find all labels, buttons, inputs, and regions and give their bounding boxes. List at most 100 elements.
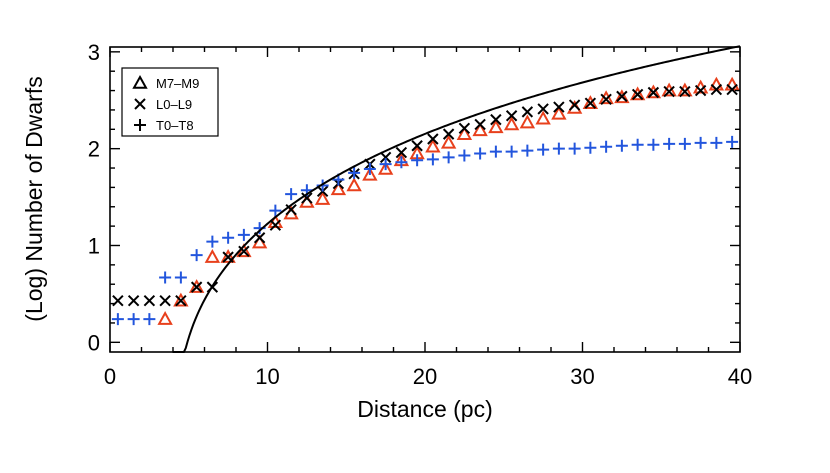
point-plus-29 [568, 142, 581, 155]
point-triangle-17 [425, 138, 441, 153]
point-plus-39 [726, 135, 739, 148]
point-triangle-22 [503, 116, 520, 131]
point-plus-31 [600, 140, 613, 153]
point-x-3 [159, 294, 171, 307]
point-plus-26 [521, 144, 534, 157]
x-tick-label: 40 [728, 364, 752, 389]
point-plus-16 [363, 163, 376, 175]
point-triangle-20 [472, 122, 488, 137]
y-tick-label: 2 [88, 137, 100, 162]
point-x-18 [395, 146, 408, 159]
point-triangle-21 [488, 119, 504, 134]
point-x-24 [490, 113, 502, 126]
data-marks [111, 76, 740, 326]
legend: M7–M9 L0–L9 T0–T8 [121, 67, 219, 137]
point-x-19 [411, 140, 423, 152]
point-plus-11 [285, 188, 298, 201]
y-axis-title: (Log) Number of Dwarfs [21, 76, 47, 321]
point-plus-8 [237, 228, 250, 241]
point-triangle-29 [614, 89, 630, 104]
point-x-11 [285, 203, 297, 216]
point-plus-4 [174, 271, 187, 284]
point-x-10 [269, 219, 282, 231]
point-x-37 [694, 84, 707, 97]
point-triangle-23 [519, 114, 536, 129]
point-triangle-13 [362, 166, 378, 181]
x-axis-title: Distance (pc) [357, 396, 492, 422]
point-plus-27 [537, 143, 550, 156]
point-x-39 [726, 83, 738, 96]
model-curve [172, 45, 741, 353]
point-plus-24 [489, 145, 502, 158]
point-plus-15 [348, 166, 361, 179]
point-triangle-14 [377, 160, 394, 175]
point-triangle-32 [661, 82, 677, 97]
point-x-4 [175, 294, 187, 307]
tick-labels: 0 10 20 30 40 0 1 2 3 [88, 40, 752, 389]
point-triangle-4 [220, 249, 236, 263]
point-x-12 [301, 192, 313, 204]
axis-ticks [109, 47, 741, 352]
point-plus-38 [710, 136, 723, 149]
point-triangle-12 [346, 177, 362, 192]
point-plus-1 [127, 313, 140, 326]
point-x-34 [647, 86, 660, 99]
legend-marker-plus [134, 119, 146, 131]
point-plus-7 [222, 231, 235, 244]
point-x-22 [458, 122, 471, 135]
point-plus-2 [143, 313, 156, 326]
point-plus-21 [442, 151, 455, 164]
point-x-35 [663, 85, 675, 98]
point-plus-10 [269, 204, 282, 217]
point-x-30 [584, 97, 597, 109]
x-tick-label: 10 [255, 364, 279, 389]
point-x-2 [143, 294, 156, 307]
point-x-1 [127, 294, 140, 307]
point-x-23 [474, 118, 486, 131]
point-x-21 [442, 128, 455, 140]
point-triangle-25 [551, 105, 567, 120]
point-plus-30 [584, 141, 597, 154]
point-x-36 [679, 85, 691, 98]
x-tick-label: 30 [570, 364, 594, 389]
point-x-8 [238, 245, 250, 258]
point-plus-25 [505, 145, 518, 158]
point-x-17 [379, 151, 392, 164]
point-plus-13 [316, 179, 329, 192]
point-triangle-2 [188, 279, 205, 293]
point-triangle-33 [677, 82, 693, 97]
point-x-33 [631, 88, 644, 101]
point-triangle-28 [598, 90, 614, 105]
point-triangle-30 [629, 86, 646, 101]
point-x-31 [600, 93, 612, 105]
point-plus-37 [694, 136, 707, 149]
point-plus-17 [379, 158, 392, 171]
point-x-29 [568, 99, 581, 111]
legend-label: L0–L9 [156, 97, 192, 112]
point-plus-19 [411, 154, 424, 167]
point-triangle-10 [314, 190, 331, 205]
point-x-32 [616, 90, 628, 103]
point-plus-23 [474, 147, 487, 160]
point-triangle-24 [535, 110, 551, 125]
point-triangle-19 [456, 126, 473, 140]
point-x-26 [521, 106, 534, 118]
point-plus-36 [678, 137, 691, 150]
y-tick-label: 3 [88, 40, 100, 65]
point-triangle-27 [582, 95, 599, 109]
point-x-25 [505, 110, 518, 122]
point-triangle-11 [330, 181, 347, 196]
point-triangle-26 [566, 99, 583, 114]
legend-label: T0–T8 [156, 118, 194, 133]
point-plus-3 [159, 271, 172, 284]
legend-marker-triangle [132, 74, 148, 89]
legend-marker-x [134, 98, 146, 110]
point-triangle-31 [645, 84, 662, 99]
point-plus-0 [111, 313, 124, 326]
y-tick-label: 1 [88, 233, 100, 258]
point-triangle-0 [157, 311, 173, 325]
point-triangle-18 [440, 134, 457, 149]
legend-label: M7–M9 [156, 76, 199, 91]
point-x-27 [537, 103, 549, 115]
